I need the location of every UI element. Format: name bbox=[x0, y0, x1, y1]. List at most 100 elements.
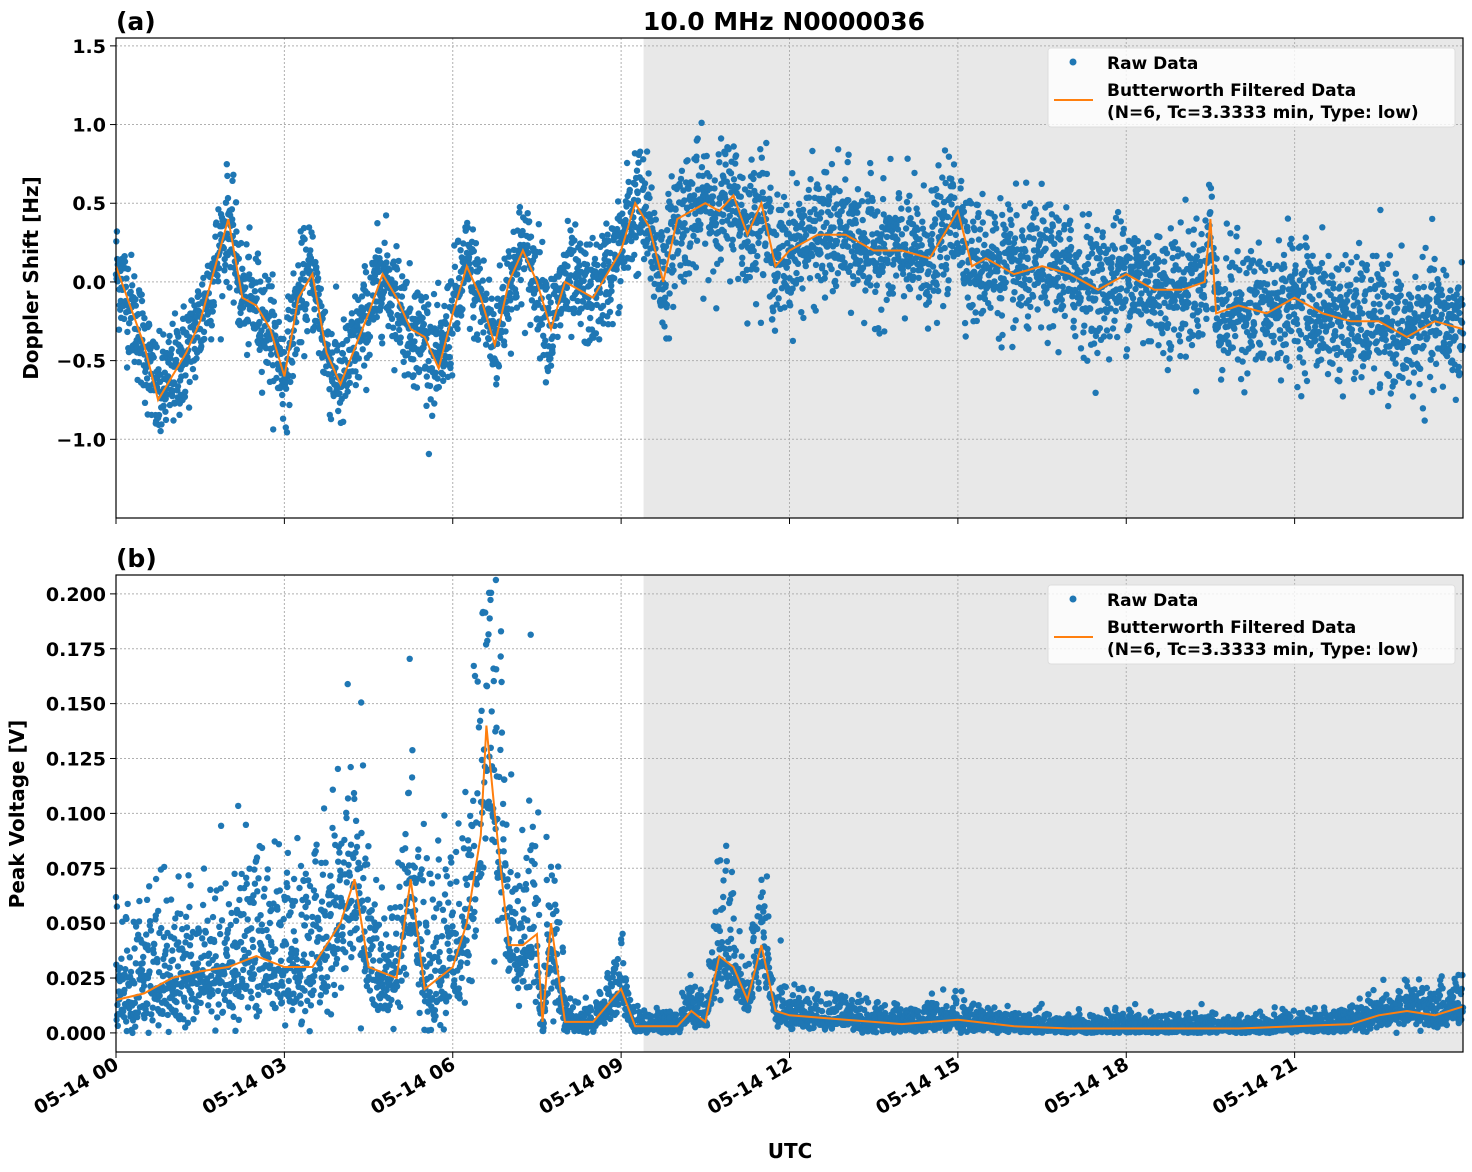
raw-data-point bbox=[200, 328, 208, 335]
raw-data-point bbox=[1288, 235, 1295, 242]
raw-data-point bbox=[1336, 366, 1343, 373]
raw-data-point bbox=[542, 379, 550, 386]
raw-data-point bbox=[854, 277, 861, 284]
raw-data-point bbox=[845, 151, 852, 158]
raw-data-point bbox=[286, 401, 293, 409]
raw-data-point bbox=[1184, 292, 1192, 299]
raw-data-point bbox=[215, 206, 222, 213]
raw-data-point bbox=[924, 325, 932, 332]
raw-data-point bbox=[860, 230, 868, 237]
raw-data-point bbox=[143, 375, 151, 382]
raw-data-point bbox=[774, 270, 781, 277]
raw-data-point bbox=[738, 260, 746, 267]
raw-data-point bbox=[373, 313, 380, 321]
raw-data-point bbox=[1276, 312, 1283, 319]
raw-data-point bbox=[964, 294, 971, 301]
raw-data-point bbox=[906, 192, 913, 199]
raw-data-point bbox=[1430, 266, 1438, 273]
raw-data-point bbox=[1455, 284, 1462, 291]
raw-data-point bbox=[767, 184, 774, 191]
raw-data-point bbox=[678, 167, 686, 174]
raw-data-point bbox=[411, 338, 418, 345]
raw-data-point bbox=[744, 238, 751, 245]
raw-data-point bbox=[1058, 296, 1066, 304]
raw-data-point bbox=[757, 146, 764, 153]
raw-data-point bbox=[1416, 380, 1423, 388]
raw-data-point bbox=[517, 276, 524, 284]
raw-data-point bbox=[929, 263, 937, 270]
raw-data-point bbox=[169, 392, 176, 400]
raw-data-point bbox=[190, 1016, 197, 1023]
raw-data-point bbox=[752, 301, 760, 308]
raw-data-point bbox=[1439, 383, 1447, 390]
raw-data-point bbox=[670, 303, 677, 311]
raw-data-point bbox=[151, 941, 158, 948]
raw-data-point bbox=[1387, 300, 1394, 307]
raw-data-point bbox=[237, 309, 244, 317]
raw-data-point bbox=[991, 213, 998, 221]
raw-data-point bbox=[919, 218, 926, 225]
raw-data-point bbox=[167, 896, 175, 903]
raw-data-point bbox=[717, 245, 724, 252]
raw-data-point bbox=[155, 907, 162, 915]
raw-data-point bbox=[591, 255, 599, 263]
raw-data-point bbox=[1398, 242, 1405, 249]
raw-data-point bbox=[1173, 304, 1181, 311]
raw-data-point bbox=[169, 947, 176, 954]
raw-data-point bbox=[670, 267, 677, 274]
raw-data-point bbox=[641, 180, 649, 187]
raw-data-point bbox=[251, 288, 259, 295]
raw-data-point bbox=[162, 416, 170, 424]
raw-data-point bbox=[1054, 274, 1062, 281]
raw-data-point bbox=[1025, 286, 1032, 294]
raw-data-point bbox=[1283, 355, 1290, 362]
raw-data-point bbox=[1161, 258, 1168, 265]
raw-data-point bbox=[441, 302, 448, 310]
raw-data-point bbox=[1048, 233, 1055, 241]
raw-data-point bbox=[173, 998, 180, 1006]
raw-data-point bbox=[146, 883, 153, 890]
raw-data-point bbox=[819, 262, 826, 269]
raw-data-point bbox=[781, 304, 788, 311]
raw-data-point bbox=[390, 324, 397, 331]
raw-data-point bbox=[1399, 317, 1406, 325]
raw-data-point bbox=[1251, 268, 1258, 275]
raw-data-point bbox=[473, 331, 481, 338]
raw-data-point bbox=[755, 233, 763, 240]
raw-data-point bbox=[521, 329, 529, 337]
raw-data-point bbox=[827, 211, 834, 219]
raw-data-point bbox=[336, 390, 343, 397]
raw-data-point bbox=[1456, 369, 1463, 377]
raw-data-point bbox=[318, 302, 325, 310]
raw-data-point bbox=[753, 266, 760, 273]
raw-data-point bbox=[449, 330, 456, 337]
raw-data-point bbox=[661, 323, 668, 330]
raw-data-point bbox=[717, 135, 725, 142]
raw-data-point bbox=[1126, 254, 1134, 262]
raw-data-point bbox=[432, 369, 439, 376]
raw-data-point bbox=[475, 259, 482, 266]
raw-data-point bbox=[1092, 295, 1099, 302]
raw-data-point bbox=[1256, 341, 1264, 348]
raw-data-point bbox=[1198, 230, 1205, 238]
raw-data-point bbox=[944, 213, 951, 221]
raw-data-point bbox=[144, 1000, 151, 1008]
raw-data-point bbox=[199, 281, 206, 288]
raw-data-point bbox=[1145, 239, 1152, 247]
raw-data-point bbox=[904, 155, 911, 162]
raw-data-point bbox=[1281, 331, 1289, 338]
raw-data-point bbox=[1373, 338, 1381, 345]
raw-data-point bbox=[121, 258, 129, 265]
raw-data-point bbox=[809, 147, 816, 155]
raw-data-point bbox=[135, 359, 142, 366]
raw-data-point bbox=[185, 872, 192, 879]
raw-data-point bbox=[212, 1027, 219, 1034]
raw-data-point bbox=[239, 304, 247, 311]
raw-data-point bbox=[328, 330, 335, 338]
raw-data-point bbox=[834, 270, 842, 277]
raw-data-point bbox=[637, 148, 644, 155]
raw-data-point bbox=[833, 237, 841, 245]
raw-data-point bbox=[209, 990, 216, 998]
raw-data-point bbox=[577, 320, 584, 328]
